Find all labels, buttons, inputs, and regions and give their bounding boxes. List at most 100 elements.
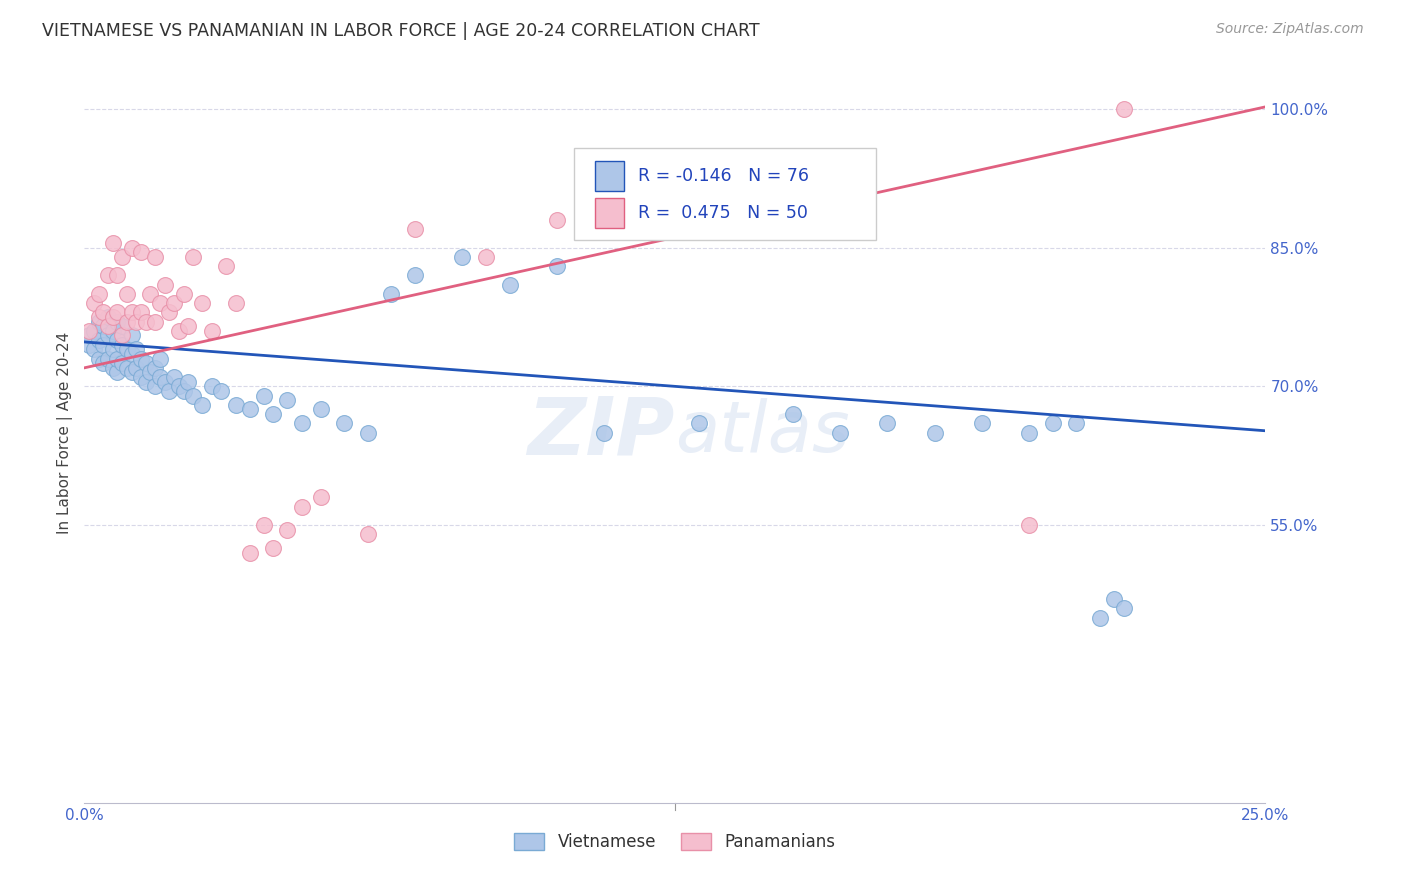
Bar [595,198,624,227]
Point [107,333,129,347]
Point [291,500,314,514]
Point [201,324,224,338]
Point [91,337,114,351]
Point [83,324,105,338]
Point [111,250,134,264]
Point [924,425,946,440]
Point [143,379,166,393]
Point [107,315,129,329]
Point [101,343,124,357]
Point [201,379,224,393]
Point [498,277,520,292]
Point [115,343,138,357]
Point [225,296,247,310]
Point [262,407,284,421]
Point [115,360,138,375]
Text: R = -0.146   N = 76: R = -0.146 N = 76 [638,167,810,185]
Point [475,250,498,264]
Point [546,259,568,273]
Point [121,366,143,380]
Legend: Vietnamese, Panamanians: Vietnamese, Panamanians [508,826,842,857]
Point [97,351,120,366]
Point [1102,592,1125,607]
Point [1088,610,1111,624]
Point [876,417,898,431]
Point [139,286,162,301]
Point [1112,601,1135,615]
Text: R =  0.475   N = 50: R = 0.475 N = 50 [638,203,808,222]
Point [115,315,138,329]
Point [135,375,157,389]
Point [239,402,262,417]
Point [121,240,143,255]
Point [97,310,120,324]
Point [91,356,114,370]
Point [309,402,332,417]
Text: atlas: atlas [675,398,849,467]
Point [91,319,114,334]
Point [309,491,332,505]
Point [191,398,214,412]
Point [149,296,172,310]
Point [209,384,232,398]
Y-axis label: In Labor Force | Age 20-24: In Labor Force | Age 20-24 [58,332,73,533]
Point [139,366,162,380]
Point [181,250,204,264]
Point [87,333,110,347]
Point [129,370,152,384]
Point [101,360,124,375]
Point [688,417,710,431]
Point [97,328,120,343]
Point [157,384,180,398]
Point [1066,417,1088,431]
Point [177,375,200,389]
Point [129,305,152,319]
Point [357,527,380,541]
Point [291,417,314,431]
Point [153,277,176,292]
Point [830,425,852,440]
Point [125,343,148,357]
Point [357,425,380,440]
Point [121,347,143,361]
Point [181,389,204,403]
Point [191,296,214,310]
Point [830,222,852,236]
Point [153,375,176,389]
Text: VIETNAMESE VS PANAMANIAN IN LABOR FORCE | AGE 20-24 CORRELATION CHART: VIETNAMESE VS PANAMANIAN IN LABOR FORCE … [42,22,759,40]
Point [253,518,276,533]
Point [173,384,195,398]
Point [101,310,124,324]
Point [111,328,134,343]
Point [107,351,129,366]
Point [121,328,143,343]
FancyBboxPatch shape [575,147,876,240]
Point [253,389,276,403]
Point [163,296,186,310]
Point [1018,518,1040,533]
Point [135,356,157,370]
Point [688,222,710,236]
Point [546,212,568,227]
Point [239,546,262,560]
Point [143,250,166,264]
Point [143,315,166,329]
Point [107,305,129,319]
Point [143,360,166,375]
Point [91,305,114,319]
Point [149,370,172,384]
Point [167,379,190,393]
Point [111,337,134,351]
Point [276,393,298,408]
Point [262,541,284,556]
Point [107,366,129,380]
Point [451,250,474,264]
Point [157,305,180,319]
Point [77,337,100,351]
Point [125,360,148,375]
Point [404,222,426,236]
Point [1042,417,1064,431]
Point [77,324,100,338]
Point [1018,425,1040,440]
Point [101,324,124,338]
